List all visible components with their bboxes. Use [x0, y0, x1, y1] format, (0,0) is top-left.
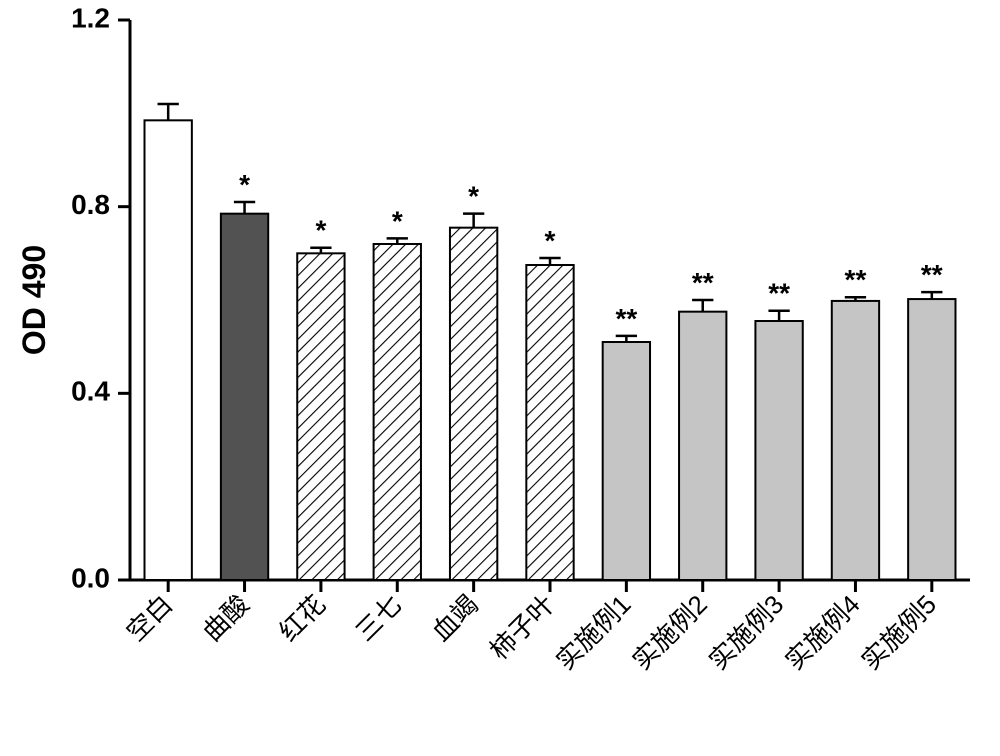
bar — [603, 342, 650, 580]
bar — [755, 321, 802, 580]
significance-label: * — [545, 225, 556, 256]
y-axis-label: OD 490 — [16, 245, 52, 355]
bar — [374, 244, 421, 580]
x-tick-label: 实施例4 — [779, 589, 866, 676]
bar-chart: 0.0 0.4 0.8 1.2 OD 490 空白曲酸 * 红花 * 三七 * 血竭 * 柿子叶 * 实施例1… — [0, 0, 1000, 756]
x-tick-label: 实施例5 — [855, 589, 942, 676]
y-tick-label: 1.2 — [71, 2, 110, 33]
x-tick-label: 血竭 — [426, 589, 484, 647]
chart-container: 0.0 0.4 0.8 1.2 OD 490 空白曲酸 * 红花 * 三七 * 血竭 * 柿子叶 * 实施例1… — [0, 0, 1000, 756]
significance-label: ** — [921, 259, 943, 290]
x-tick-label: 空白 — [120, 589, 178, 647]
x-tick-label: 红花 — [273, 589, 331, 647]
significance-label: * — [239, 169, 250, 200]
bar — [297, 253, 344, 580]
x-tick-label: 柿子叶 — [484, 589, 560, 665]
bar — [679, 312, 726, 580]
bar — [450, 228, 497, 580]
significance-label: ** — [692, 267, 714, 298]
bar — [221, 214, 268, 580]
y-tick-label: 0.4 — [71, 376, 110, 407]
x-tick-label: 三七 — [350, 589, 408, 647]
x-tick-label: 实施例2 — [626, 589, 713, 676]
x-tick-label: 实施例1 — [550, 589, 637, 676]
bar — [832, 301, 879, 580]
bar — [908, 299, 955, 580]
significance-label: * — [468, 181, 479, 212]
y-tick-label: 0.0 — [71, 562, 110, 593]
significance-label: * — [315, 215, 326, 246]
significance-label: * — [392, 205, 403, 236]
significance-label: ** — [768, 278, 790, 309]
y-tick-label: 0.8 — [71, 189, 110, 220]
significance-label: ** — [845, 264, 867, 295]
x-tick-label: 实施例3 — [703, 589, 790, 676]
significance-label: ** — [615, 303, 637, 334]
bar — [526, 265, 573, 580]
x-tick-label: 曲酸 — [197, 589, 255, 647]
bar — [145, 120, 192, 580]
